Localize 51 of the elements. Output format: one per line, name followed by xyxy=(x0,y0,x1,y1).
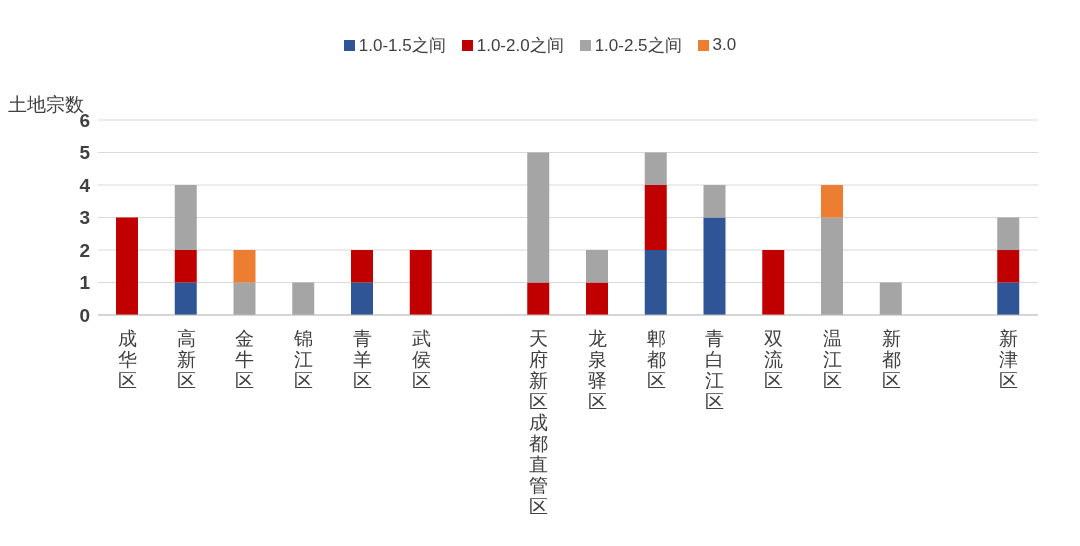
bar xyxy=(703,217,726,315)
x-tick-label: 高新区 xyxy=(176,328,196,391)
bar xyxy=(174,282,197,315)
x-tick-label: 青白江区 xyxy=(705,328,725,412)
x-tick-label: 成华区 xyxy=(117,328,137,391)
bar xyxy=(409,250,432,315)
bar xyxy=(233,282,256,315)
bar xyxy=(997,250,1020,283)
y-tick-label: 2 xyxy=(79,239,90,261)
y-tick-label: 1 xyxy=(79,272,91,294)
y-tick-label: 0 xyxy=(79,304,90,326)
bar xyxy=(174,185,197,250)
bar xyxy=(879,282,902,315)
x-tick-label: 新都区 xyxy=(881,328,901,391)
legend-label: 1.0-2.5之间 xyxy=(594,34,682,57)
bar xyxy=(527,282,550,315)
bar xyxy=(821,185,843,218)
bar xyxy=(821,217,843,315)
x-tick-label: 武侯区 xyxy=(411,328,431,391)
bar xyxy=(351,282,373,315)
bar xyxy=(644,185,667,250)
legend-label: 3.0 xyxy=(712,35,737,55)
category-label: 天府新区成都直管区 xyxy=(529,328,549,517)
x-tick-label: 新津区 xyxy=(999,328,1019,391)
bar xyxy=(527,152,550,283)
legend-label: 1.0-1.5之间 xyxy=(358,34,446,57)
bar xyxy=(586,250,608,283)
legend-label: 1.0-2.0之间 xyxy=(476,34,564,57)
x-tick-label: 郫都区 xyxy=(646,328,666,391)
y-tick-label: 4 xyxy=(79,174,91,196)
x-tick-label: 青羊区 xyxy=(352,328,372,391)
bar xyxy=(644,152,667,185)
y-tick-label: 3 xyxy=(79,207,90,229)
y-axis-title: 土地宗数 xyxy=(8,93,84,115)
x-tick-label: 双流区 xyxy=(764,328,784,391)
x-tick-label: 金牛区 xyxy=(235,328,255,391)
bar xyxy=(703,185,726,218)
bar xyxy=(174,250,197,283)
bar xyxy=(351,250,373,283)
bar xyxy=(997,282,1020,315)
x-tick-label: 温江区 xyxy=(822,328,842,391)
bar xyxy=(586,282,608,315)
x-tick-label: 锦江区 xyxy=(293,328,314,391)
x-tick-label: 龙泉驿区 xyxy=(587,328,607,412)
bar xyxy=(762,250,785,315)
y-tick-label: 5 xyxy=(79,142,91,164)
bar xyxy=(292,282,315,315)
bar xyxy=(116,217,138,315)
bar xyxy=(644,250,667,315)
bar xyxy=(233,250,256,283)
bar xyxy=(997,217,1020,250)
